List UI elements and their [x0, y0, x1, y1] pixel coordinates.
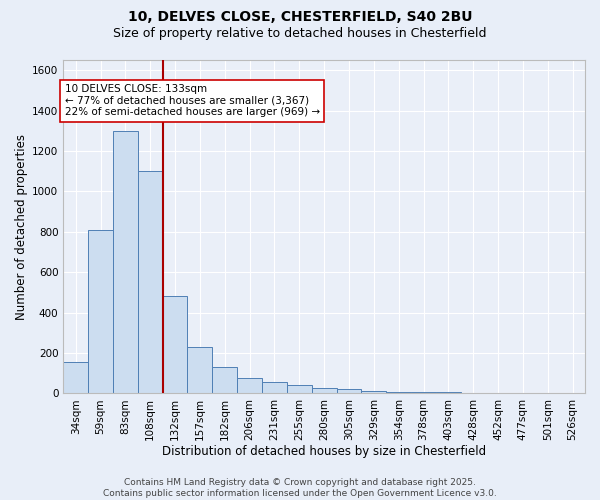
Bar	[461, 392, 485, 394]
Bar	[163, 296, 187, 394]
Text: Size of property relative to detached houses in Chesterfield: Size of property relative to detached ho…	[113, 28, 487, 40]
Bar	[63, 362, 88, 394]
Text: Contains HM Land Registry data © Crown copyright and database right 2025.
Contai: Contains HM Land Registry data © Crown c…	[103, 478, 497, 498]
Y-axis label: Number of detached properties: Number of detached properties	[15, 134, 28, 320]
Bar	[436, 392, 461, 394]
Bar	[312, 388, 337, 394]
Bar	[361, 390, 386, 394]
Bar	[237, 378, 262, 394]
Bar	[138, 171, 163, 394]
Bar	[386, 392, 411, 394]
Bar	[262, 382, 287, 394]
Bar	[411, 392, 436, 394]
Text: 10, DELVES CLOSE, CHESTERFIELD, S40 2BU: 10, DELVES CLOSE, CHESTERFIELD, S40 2BU	[128, 10, 472, 24]
Bar	[88, 230, 113, 394]
Bar	[212, 367, 237, 394]
X-axis label: Distribution of detached houses by size in Chesterfield: Distribution of detached houses by size …	[162, 444, 486, 458]
Bar	[337, 390, 361, 394]
Text: 10 DELVES CLOSE: 133sqm
← 77% of detached houses are smaller (3,367)
22% of semi: 10 DELVES CLOSE: 133sqm ← 77% of detache…	[65, 84, 320, 117]
Bar	[187, 347, 212, 394]
Bar	[485, 392, 511, 394]
Bar	[113, 130, 138, 394]
Bar	[287, 386, 312, 394]
